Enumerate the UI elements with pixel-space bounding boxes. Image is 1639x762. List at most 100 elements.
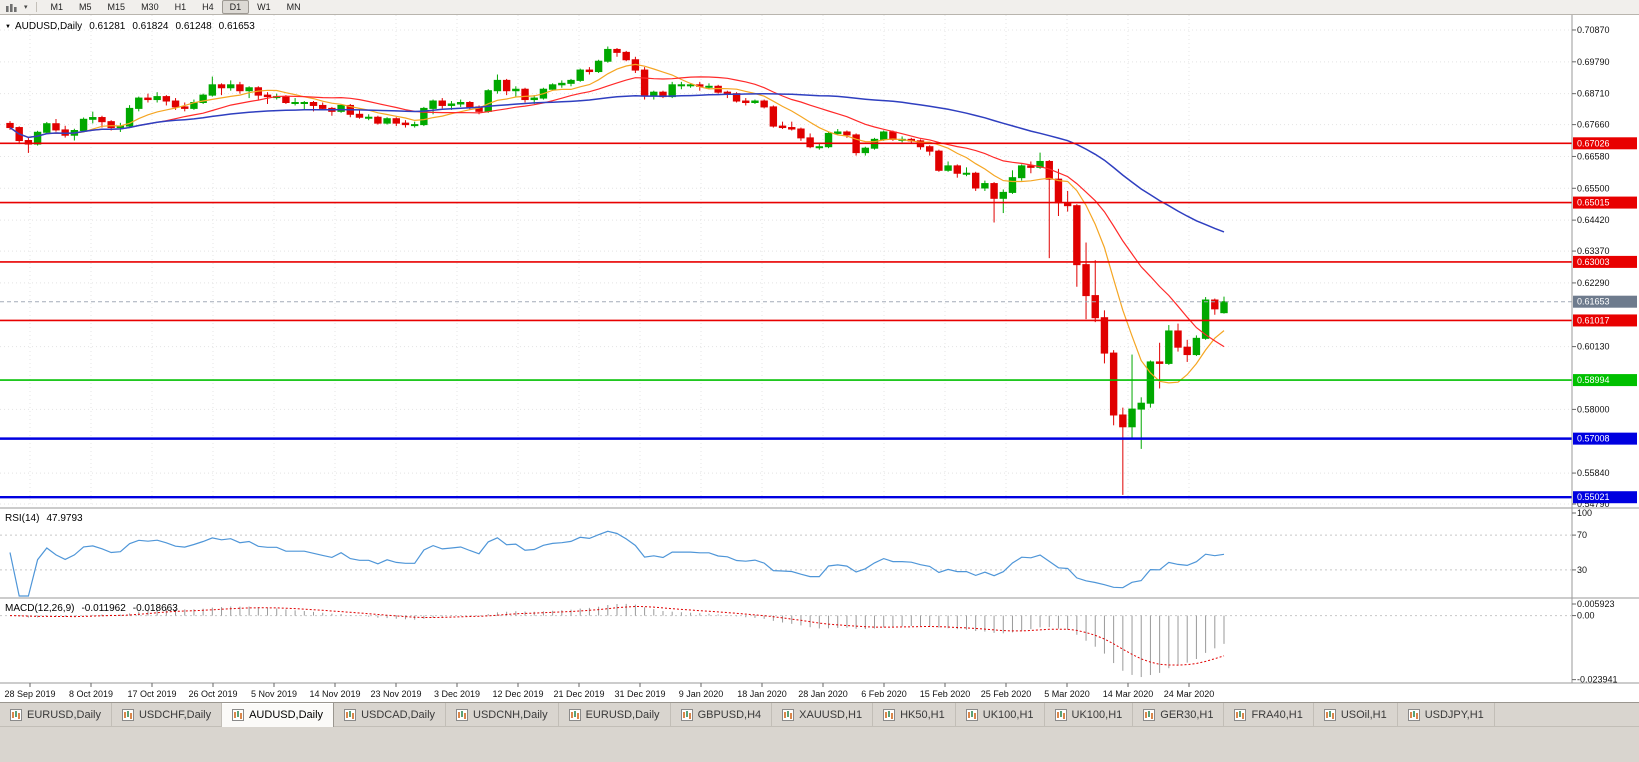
svg-text:15 Feb 2020: 15 Feb 2020 <box>920 689 971 699</box>
svg-text:0.55021: 0.55021 <box>1577 492 1610 502</box>
svg-text:0.62290: 0.62290 <box>1577 278 1610 288</box>
svg-text:6 Feb 2020: 6 Feb 2020 <box>861 689 907 699</box>
svg-text:0.61653: 0.61653 <box>1577 297 1610 307</box>
chart-tab-label: XAUUSD,H1 <box>799 709 863 721</box>
chart-title: ▼ AUDUSD,Daily 0.61281 0.61824 0.61248 0… <box>5 21 255 32</box>
timeframe-button-h4[interactable]: H4 <box>202 2 214 12</box>
svg-text:24 Mar 2020: 24 Mar 2020 <box>1164 689 1215 699</box>
chart-tab[interactable]: UK100,H1 <box>1045 703 1134 727</box>
timeframe-button-m15[interactable]: M15 <box>107 2 126 12</box>
mini-chart-icon <box>965 709 978 721</box>
chart-tab[interactable]: AUDUSD,Daily <box>222 703 335 727</box>
symbol-label: AUDUSD,Daily <box>14 21 83 32</box>
chart-tab-label: UK100,H1 <box>982 709 1034 721</box>
rsi-pane <box>0 530 1572 597</box>
svg-text:21 Dec 2019: 21 Dec 2019 <box>553 689 604 699</box>
svg-text:26 Oct 2019: 26 Oct 2019 <box>188 689 237 699</box>
chart-tab[interactable]: USDCHF,Daily <box>112 703 223 727</box>
svg-text:0.58994: 0.58994 <box>1577 375 1610 385</box>
svg-text:0.69790: 0.69790 <box>1577 57 1610 67</box>
svg-text:0.60130: 0.60130 <box>1577 342 1610 352</box>
svg-text:23 Nov 2019: 23 Nov 2019 <box>370 689 421 699</box>
chart-tab-label: USDCNH,Daily <box>473 709 548 721</box>
svg-text:0.68710: 0.68710 <box>1577 89 1610 99</box>
mini-chart-icon <box>568 709 581 721</box>
price-chart-svg[interactable]: 0.70870 0.69790 0.68710 0.67660 0.66580 0.655… <box>0 15 1639 702</box>
timeframe-button-w1[interactable]: W1 <box>257 2 271 12</box>
svg-text:5 Nov 2019: 5 Nov 2019 <box>251 689 297 699</box>
svg-text:0.65500: 0.65500 <box>1577 183 1610 193</box>
svg-text:30: 30 <box>1577 565 1587 575</box>
svg-text:0.67660: 0.67660 <box>1577 120 1610 130</box>
chart-tab[interactable]: EURUSD,Daily <box>559 703 671 727</box>
svg-text:0.00: 0.00 <box>1577 611 1595 621</box>
svg-text:25 Feb 2020: 25 Feb 2020 <box>981 689 1032 699</box>
svg-text:8 Oct 2019: 8 Oct 2019 <box>69 689 113 699</box>
svg-text:3 Dec 2019: 3 Dec 2019 <box>434 689 480 699</box>
chart-area: 0.70870 0.69790 0.68710 0.67660 0.66580 0.655… <box>0 15 1639 702</box>
mini-chart-icon <box>680 709 693 721</box>
timeframe-button-h1[interactable]: H1 <box>174 2 187 12</box>
chart-tab-bar: EURUSD,Daily USDCHF,Daily AUDUSD,Daily USDC… <box>0 702 1639 762</box>
mini-chart-icon <box>1234 709 1247 721</box>
mini-chart-icon <box>10 709 22 721</box>
svg-text:0.66580: 0.66580 <box>1577 151 1610 161</box>
timeframe-button-mn[interactable]: MN <box>286 2 301 12</box>
mini-chart-icon <box>1054 709 1067 721</box>
moving-averages <box>9 63 1225 384</box>
timeframe-button-m5[interactable]: M5 <box>79 2 92 12</box>
macd-indicator-label: MACD(12,26,9) -0.011962 -0.018663 <box>5 603 178 614</box>
svg-text:12 Dec 2019: 12 Dec 2019 <box>492 689 543 699</box>
svg-text:0.55840: 0.55840 <box>1577 468 1610 478</box>
timeframe-button-m1[interactable]: M1 <box>50 2 64 12</box>
chart-tab[interactable]: USDCAD,Daily <box>334 703 447 727</box>
chart-tab-label: EURUSD,Daily <box>585 709 660 721</box>
price-axis[interactable]: 0.70870 0.69790 0.68710 0.67660 0.66580 0.655… <box>1572 25 1637 685</box>
chart-tab[interactable]: USOil,H1 <box>1314 703 1398 727</box>
ohlc-high: 0.61824 <box>132 21 169 32</box>
svg-text:9 Jan 2020: 9 Jan 2020 <box>679 689 724 699</box>
chart-tab[interactable]: GBPUSD,H4 <box>671 703 773 727</box>
svg-text:28 Jan 2020: 28 Jan 2020 <box>798 689 848 699</box>
mini-chart-icon <box>1407 709 1420 721</box>
chart-tab-label: USOil,H1 <box>1340 709 1387 721</box>
svg-text:31 Dec 2019: 31 Dec 2019 <box>614 689 665 699</box>
svg-text:0.64420: 0.64420 <box>1577 215 1610 225</box>
candlestick-series <box>6 46 1228 495</box>
macd-name: MACD(12,26,9) <box>5 603 75 614</box>
svg-text:0.65015: 0.65015 <box>1577 198 1610 208</box>
chart-tab-label: USDCAD,Daily <box>361 709 436 721</box>
chart-tab-label: FRA40,H1 <box>1251 709 1303 721</box>
svg-text:0.61017: 0.61017 <box>1577 315 1610 325</box>
chart-tab[interactable]: HK50,H1 <box>873 703 956 727</box>
chart-tab[interactable]: USDJPY,H1 <box>1398 703 1495 727</box>
symbol-dropdown-icon[interactable]: ▼ <box>5 23 11 30</box>
mini-chart-icon <box>1143 709 1156 721</box>
svg-text:100: 100 <box>1577 508 1592 518</box>
chart-tab-label: USDJPY,H1 <box>1424 709 1484 721</box>
time-axis[interactable]: 28 Sep 2019 8 Oct 2019 17 Oct 2019 26 Oct 2… <box>4 683 1214 699</box>
chart-tab[interactable]: FRA40,H1 <box>1224 703 1314 727</box>
chart-tab[interactable]: EURUSD,Daily <box>0 703 112 727</box>
toolbar-separator <box>35 2 37 12</box>
mini-chart-icon <box>782 709 795 721</box>
rsi-name: RSI(14) <box>5 513 40 524</box>
svg-text:0.005923: 0.005923 <box>1577 599 1615 609</box>
chart-tab[interactable]: UK100,H1 <box>956 703 1045 727</box>
chart-tab[interactable]: XAUUSD,H1 <box>772 703 874 727</box>
timeframe-button-m30[interactable]: M30 <box>141 2 159 12</box>
rsi-indicator-label: RSI(14) 47.9793 <box>5 513 83 524</box>
timeframe-button-group: M1 M5 M15 M30 H1 H4 D1 W1 MN <box>43 0 309 14</box>
candlestick-chart-icon[interactable] <box>3 0 20 15</box>
chart-tab-label: GBPUSD,H4 <box>697 709 762 721</box>
chart-tab[interactable]: USDCNH,Daily <box>446 703 559 727</box>
svg-text:14 Nov 2019: 14 Nov 2019 <box>309 689 360 699</box>
svg-text:0.70870: 0.70870 <box>1577 25 1610 35</box>
horizontal-level-lines[interactable] <box>0 142 1572 499</box>
timeframe-button-d1[interactable]: D1 <box>221 0 250 14</box>
chart-dropdown-icon[interactable]: ▾ <box>24 4 28 11</box>
chart-tab[interactable]: GER30,H1 <box>1133 703 1225 727</box>
chart-tab-label: GER30,H1 <box>1160 709 1214 721</box>
chart-tab-label: HK50,H1 <box>900 709 945 721</box>
svg-text:0.67026: 0.67026 <box>1577 138 1610 148</box>
